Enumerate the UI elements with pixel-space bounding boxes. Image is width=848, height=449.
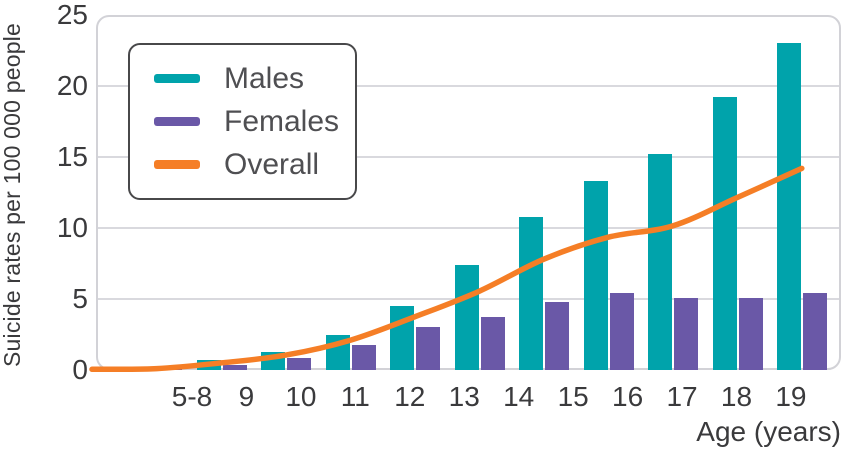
x-label-9: 9: [238, 381, 255, 412]
bar-females-19: [803, 293, 828, 370]
y-tick-25: 25: [56, 0, 88, 30]
x-label-17: 17: [666, 381, 698, 412]
bar-females-15: [545, 301, 570, 370]
y-tick-15: 15: [56, 141, 88, 172]
bar-males-12: [325, 334, 350, 370]
y-tick-5: 5: [72, 283, 88, 314]
bar-females-9: [158, 367, 183, 370]
x-label-12: 12: [394, 381, 426, 412]
gridline-20: [98, 85, 839, 87]
bar-females-11: [287, 357, 312, 370]
bar-females-10: [222, 365, 247, 370]
bar-males-9: [132, 369, 157, 370]
bar-females-13: [416, 327, 441, 370]
males-swatch-icon: [154, 74, 200, 83]
x-label-5-8: 5-8: [171, 381, 213, 412]
bar-females-14: [480, 316, 505, 370]
x-axis-title: Age (years): [696, 416, 841, 447]
y-tick-20: 20: [56, 70, 88, 101]
bar-males-10: [196, 360, 221, 370]
legend-item-males: Males: [154, 57, 355, 100]
legend: Males Females Overall: [128, 43, 357, 200]
x-label-13: 13: [448, 381, 480, 412]
bar-males-11: [261, 351, 286, 370]
bar-females-16: [609, 293, 634, 370]
legend-label-females: Females: [224, 104, 340, 138]
x-label-14: 14: [503, 381, 535, 412]
bar-males-17: [648, 154, 673, 370]
bar-males-14: [454, 264, 479, 370]
bar-males-13: [390, 306, 415, 370]
legend-label-overall: Overall: [224, 147, 320, 181]
bar-females-17: [674, 297, 699, 370]
bar-males-18: [712, 97, 737, 370]
x-label-11: 11: [340, 381, 370, 412]
overall-swatch-icon: [154, 160, 200, 169]
x-label-16: 16: [612, 381, 644, 412]
x-label-15: 15: [557, 381, 589, 412]
legend-item-females: Females: [154, 100, 355, 143]
legend-item-overall: Overall: [154, 143, 355, 186]
bar-males-19: [777, 43, 802, 370]
x-label-10: 10: [285, 381, 317, 412]
bar-males-16: [583, 181, 608, 370]
y-tick-10: 10: [56, 212, 88, 243]
gridline-15: [98, 156, 839, 158]
y-tick-0: 0: [72, 354, 88, 385]
bar-males-15: [519, 216, 544, 370]
x-label-19: 19: [775, 381, 807, 412]
bar-females-18: [738, 297, 763, 370]
bar-females-12: [351, 345, 376, 370]
females-swatch-icon: [154, 117, 200, 126]
legend-label-males: Males: [224, 61, 305, 95]
x-label-18: 18: [720, 381, 753, 412]
